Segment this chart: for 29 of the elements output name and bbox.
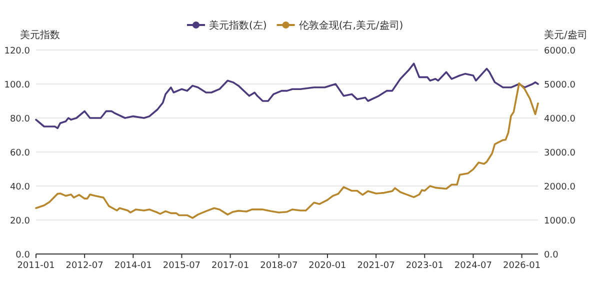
y-axis-title: 美元指数 bbox=[20, 29, 60, 41]
x-tick-label: 2017-01 bbox=[212, 261, 250, 271]
x-tick-label: 2015-07 bbox=[162, 261, 201, 271]
x-tick-label: 2023-01 bbox=[406, 261, 444, 271]
legend-label: 伦敦金现(右,美元/盎司) bbox=[298, 20, 404, 32]
x-tick-label: 2021-07 bbox=[357, 261, 395, 271]
y-tick-label: 80.0 bbox=[10, 114, 30, 124]
y2-tick-label: 3000.0 bbox=[544, 148, 576, 158]
y-tick-label: 0.0 bbox=[16, 250, 30, 260]
x-tick-label: 2014-01 bbox=[114, 261, 152, 271]
y2-tick-label: 4000.0 bbox=[544, 114, 576, 124]
y2-tick-label: 6000.0 bbox=[544, 46, 576, 56]
x-tick-label: 2018-07 bbox=[260, 261, 298, 271]
x-tick-label: 2011-01 bbox=[17, 261, 55, 271]
y-tick-label: 100.0 bbox=[4, 80, 30, 90]
y-tick-label: 120.0 bbox=[4, 46, 30, 56]
y2-tick-label: 5000.0 bbox=[544, 80, 576, 90]
y-tick-label: 60.0 bbox=[10, 148, 30, 158]
y2-tick-label: 1000.0 bbox=[544, 216, 576, 226]
x-tick-label: 2012-07 bbox=[66, 261, 104, 271]
y-tick-label: 40.0 bbox=[10, 182, 30, 192]
x-tick-label: 2026-01 bbox=[503, 261, 541, 271]
y2-axis-title: 美元/盎司 bbox=[544, 29, 588, 41]
y2-tick-label: 2000.0 bbox=[544, 182, 576, 192]
legend-label: 美元指数(左) bbox=[209, 20, 267, 32]
y-tick-label: 20.0 bbox=[10, 216, 30, 226]
x-tick-label: 2020-01 bbox=[308, 261, 346, 271]
x-tick-label: 2024-07 bbox=[454, 261, 492, 271]
y2-tick-label: 0.0 bbox=[544, 250, 559, 260]
